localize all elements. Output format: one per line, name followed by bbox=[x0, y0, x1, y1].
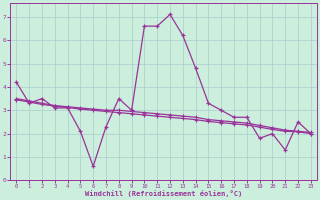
X-axis label: Windchill (Refroidissement éolien,°C): Windchill (Refroidissement éolien,°C) bbox=[85, 190, 242, 197]
